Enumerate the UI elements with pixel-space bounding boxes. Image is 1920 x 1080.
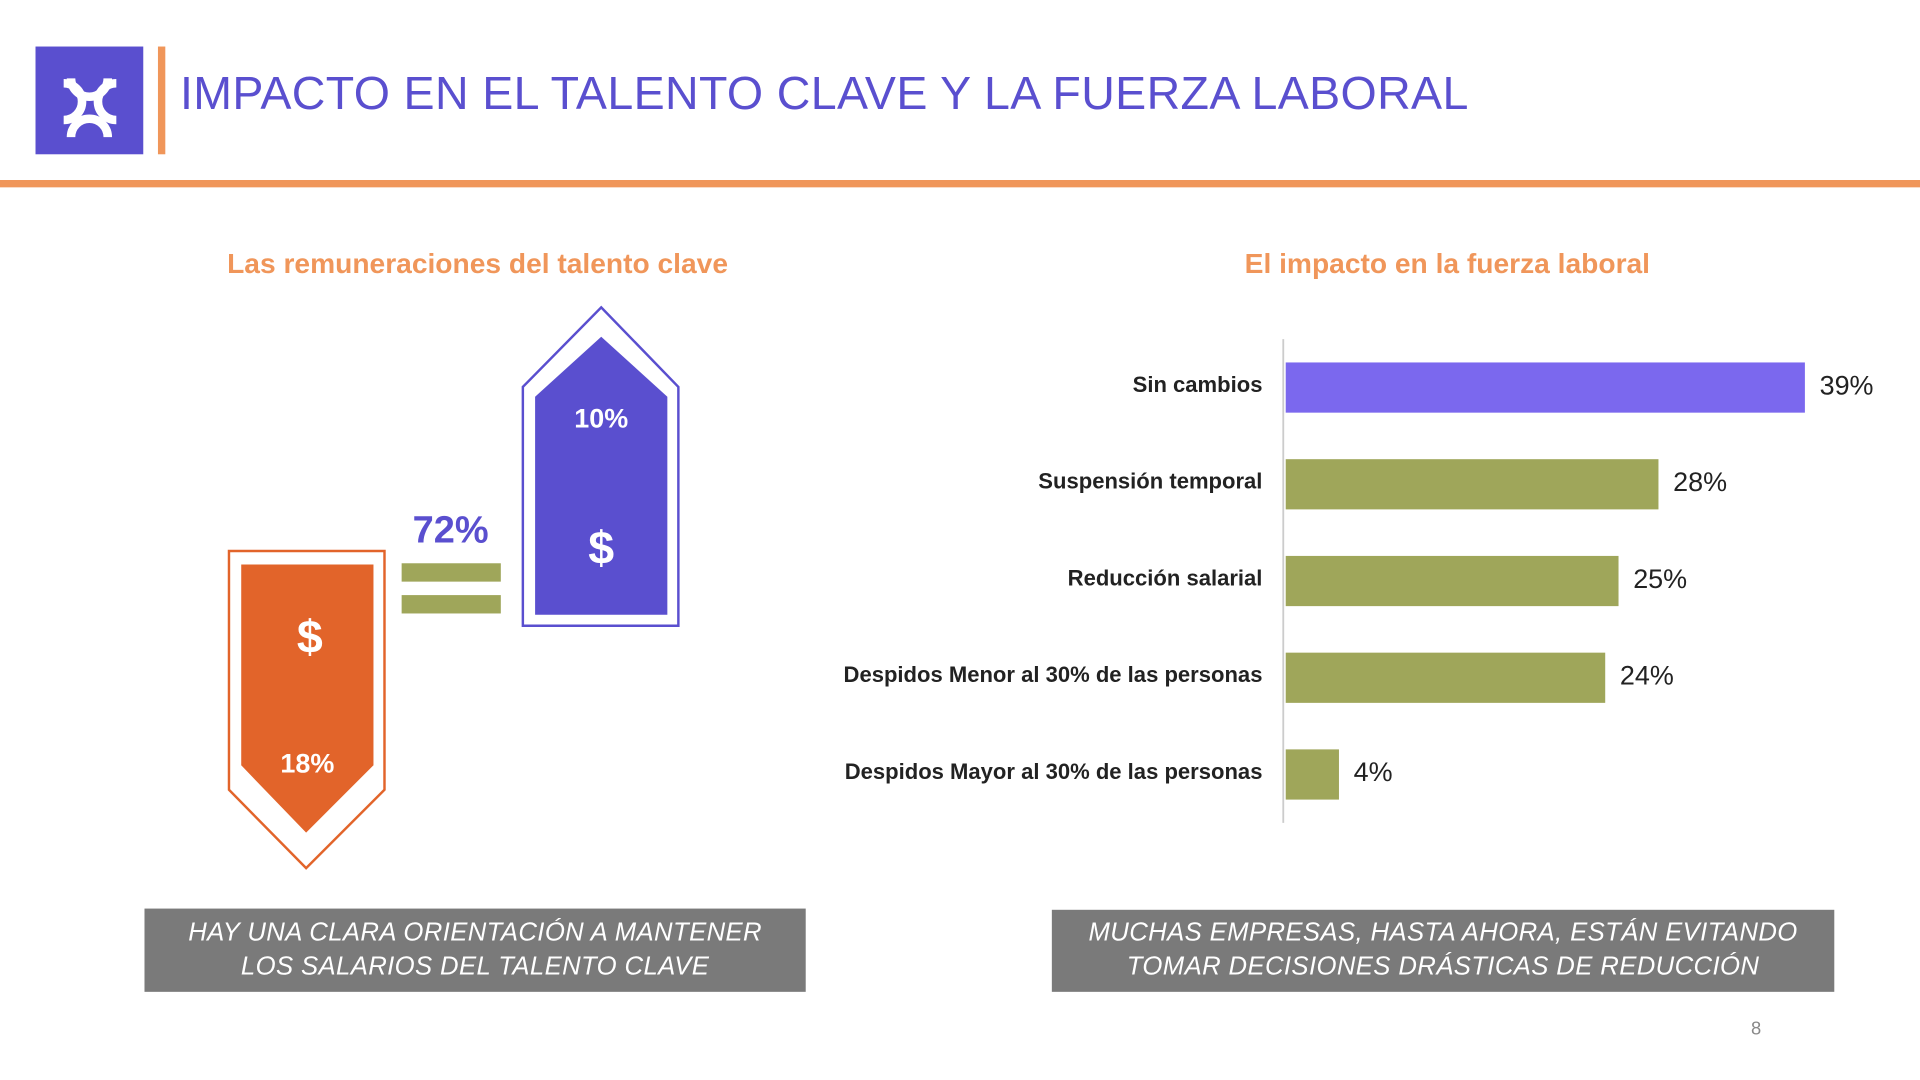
logo-icon [35,46,144,155]
left-callout-line2: LOS SALARIOS DEL TALENTO CLAVE [240,952,710,981]
category-label: Reducción salarial [1067,565,1263,591]
right-callout-line1: MUCHAS EMPRESAS, HASTA AHORA, ESTÁN EVIT… [1088,918,1798,947]
title-accent-bar [157,46,166,155]
up-dollar-icon: $ [588,522,615,575]
header-divider [0,180,1920,188]
left-subtitle: Las remuneraciones del talento clave [227,247,728,280]
value-label: 24% [1619,660,1674,691]
right-callout-line2: TOMAR DECISIONES DRÁSTICAS DE REDUCCIÓN [1126,952,1760,981]
down-dollar-icon: $ [296,612,323,664]
down-pct: 18% [280,748,335,779]
left-callout: HAY UNA CLARA ORIENTACIÓN A MANTENER LOS… [144,908,806,992]
right-callout: MUCHAS EMPRESAS, HASTA AHORA, ESTÁN EVIT… [1051,909,1835,992]
value-label: 4% [1353,756,1393,788]
category-label: Suspensión temporal [1038,468,1263,494]
page-title: IMPACTO EN EL TALENTO CLAVE Y LA FUERZA … [180,68,1469,121]
left-callout-line1: HAY UNA CLARA ORIENTACIÓN A MANTENER [188,918,762,947]
up-arrow-shape [521,305,680,627]
equal-pct: 72% [412,508,489,552]
bar [1285,749,1339,800]
page-number: 8 [1751,1018,1762,1040]
value-label: 28% [1673,466,1728,498]
equals-sign-icon [401,563,501,614]
bar [1285,555,1619,607]
down-arrow-shape [227,549,386,870]
bar [1285,652,1606,703]
value-label: 25% [1633,563,1688,594]
value-label: 39% [1819,369,1874,401]
up-pct: 10% [574,402,629,434]
bar [1285,362,1805,413]
right-subtitle: El impacto en la fuerza laboral [1244,247,1651,280]
bar [1285,459,1659,510]
category-label: Despidos Mayor al 30% de las personas [844,759,1263,784]
category-label: Sin cambios [1132,372,1263,397]
category-label: Despidos Menor al 30% de las personas [843,662,1263,687]
